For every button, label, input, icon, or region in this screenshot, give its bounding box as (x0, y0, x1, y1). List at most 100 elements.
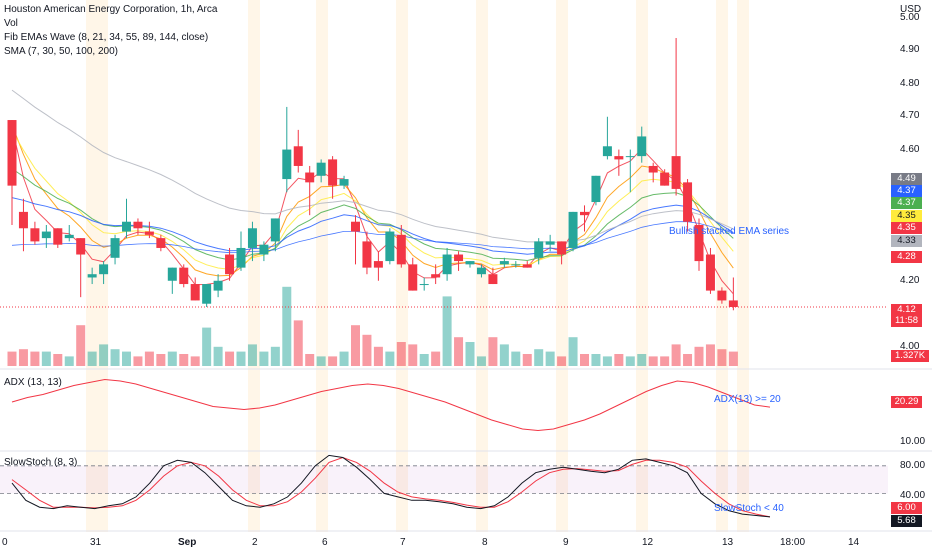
candle-body (351, 221, 360, 232)
stoch-k-line (11, 454, 771, 518)
volume-bar (625, 356, 635, 366)
time-label: 0 (2, 537, 8, 548)
volume-bar (660, 356, 670, 366)
fib-ema-legend[interactable]: Fib EMAs Wave (8, 21, 34, 55, 89, 144, c… (4, 32, 209, 43)
volume-bar (156, 354, 166, 366)
candle-body (236, 247, 246, 268)
candle-body (625, 156, 635, 158)
volume-bar (442, 296, 452, 366)
volume-bar (259, 351, 269, 366)
price-tag: 4.35 (891, 210, 922, 222)
stoch-tick-label: 80.00 (900, 460, 925, 471)
candle-body (144, 231, 154, 235)
highlight-stripe (636, 0, 648, 532)
volume-bar (499, 344, 509, 366)
volume-bar (465, 342, 475, 366)
volume-bar (18, 349, 28, 366)
volume-bar (133, 356, 143, 366)
highlight-stripe (316, 0, 328, 532)
volume-bar (122, 351, 131, 366)
time-label: 9 (563, 537, 569, 548)
volume-bar (557, 356, 567, 366)
price-tag: 4.49 (891, 173, 922, 185)
ema-21-line (11, 124, 734, 277)
price-tick-label: 4.80 (900, 78, 920, 89)
volume-bars (7, 286, 738, 366)
adx-legend[interactable]: ADX (13, 13) (4, 377, 62, 388)
candle-body (99, 264, 109, 275)
volume-bar (225, 351, 235, 366)
price-tag: 20.29 (891, 396, 922, 408)
candle-body (683, 182, 693, 222)
volume-bar (385, 351, 395, 366)
candle-body (637, 136, 647, 157)
candle-body (328, 159, 338, 186)
moving-average-lines (11, 89, 734, 295)
stoch-annotation: SlowStoch < 40 (714, 503, 784, 514)
volume-bar (534, 349, 544, 366)
volume-bar (511, 351, 521, 366)
vol-legend[interactable]: Vol (4, 18, 18, 29)
time-label: 8 (482, 537, 488, 548)
candle-body (110, 238, 120, 258)
volume-bar (522, 354, 532, 366)
candle-body (591, 175, 601, 203)
price-tag: 5.68 (891, 515, 922, 527)
price-tick-label: 4.00 (900, 341, 920, 352)
candle-body (270, 218, 280, 242)
volume-bar (87, 351, 97, 366)
candle-body (18, 211, 28, 229)
volume-bar (683, 354, 693, 366)
symbol-title[interactable]: Houston American Energy Corporation, 1h,… (4, 4, 218, 15)
price-tick-label: 5.00 (900, 12, 920, 23)
candle-body (122, 221, 131, 232)
session-highlights (86, 0, 749, 532)
sma-legend[interactable]: SMA (7, 30, 50, 100, 200) (4, 46, 118, 57)
price-tick-label: 4.60 (900, 144, 920, 155)
candle-body (728, 300, 738, 307)
candle-body (305, 172, 315, 183)
candle-body (476, 267, 486, 275)
time-label: 7 (400, 537, 406, 548)
adx-line (11, 378, 771, 432)
volume-bar (488, 337, 498, 366)
volume-bar (694, 346, 704, 366)
candle-body (534, 241, 544, 258)
time-label: 18:00 (780, 537, 805, 548)
adx-annotation: ADX(13) >= 20 (714, 394, 781, 405)
highlight-stripe (396, 0, 408, 532)
candle-body (293, 146, 303, 166)
candle-body (282, 149, 292, 180)
candle-body (522, 264, 532, 268)
candle-body (316, 162, 326, 176)
candle-body (156, 238, 166, 248)
price-tag: 6.00 (891, 502, 922, 514)
candle-body (396, 234, 406, 265)
candle-body (247, 228, 257, 248)
volume-bar (144, 351, 154, 366)
time-label: Sep (178, 537, 196, 548)
candle-body (225, 254, 235, 275)
candlesticks (0, 38, 888, 311)
ema-8-line (11, 126, 734, 295)
price-tick-label: 4.70 (900, 110, 920, 121)
volume-bar (580, 354, 589, 366)
candle-body (202, 284, 212, 304)
candle-body (167, 267, 177, 281)
time-label: 12 (642, 537, 654, 548)
price-tag: 1.327K (891, 350, 929, 362)
volume-bar (293, 320, 303, 366)
candle-body (419, 284, 429, 286)
price-tag: 4.12 (891, 304, 922, 316)
volume-bar (396, 342, 406, 366)
price-tag: 4.28 (891, 251, 922, 263)
price-tag: 11:58 (891, 315, 922, 327)
currency-label: USD (900, 4, 921, 15)
volume-bar (339, 351, 349, 366)
volume-bar (568, 337, 578, 366)
volume-bar (591, 354, 601, 366)
volume-bar (362, 334, 372, 366)
stoch-legend[interactable]: SlowStoch (8, 3) (4, 457, 78, 468)
highlight-stripe (86, 0, 108, 532)
